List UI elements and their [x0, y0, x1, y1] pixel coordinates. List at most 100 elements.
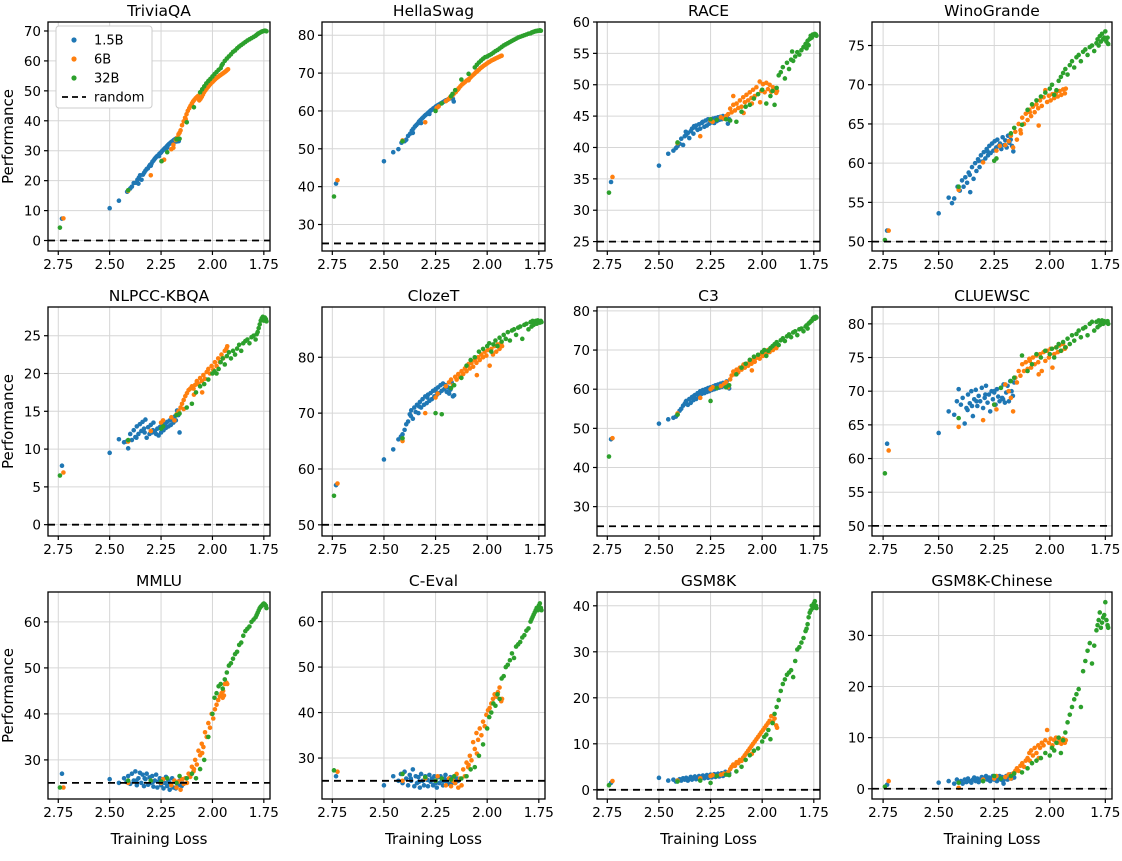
subplot-title: NLPCC-KBQA — [109, 287, 210, 305]
ytick-label: 50 — [848, 519, 865, 535]
ytick-label: 70 — [848, 384, 865, 400]
ytick-label: 60 — [848, 156, 865, 172]
subplot-title: GSM8K — [681, 572, 737, 590]
subplot-title: MMLU — [136, 572, 182, 590]
xtick-label: 2.75 — [868, 805, 898, 821]
xtick-label: 2.50 — [644, 805, 674, 821]
axes-spine — [871, 306, 1113, 537]
ytick-label: 25 — [24, 329, 41, 345]
xtick-label: 1.75 — [799, 257, 829, 273]
ytick-label: 50 — [298, 518, 315, 534]
subplot-winogrande: 50 55 60 65 70 75 2.75 2.50 2.25 2.00 1.75 WinoGran… — [848, 2, 1121, 273]
ytick-label: 20 — [848, 680, 865, 696]
ytick-label: 50 — [24, 84, 41, 100]
subplot-hellaswag: 30 40 50 60 70 80 2.75 2.50 2.25 2.00 1.75 HellaSwa… — [298, 2, 554, 273]
xtick-label: 2.50 — [369, 257, 399, 273]
ytick-label: 40 — [573, 460, 590, 476]
xtick-label: 2.50 — [95, 542, 125, 558]
ytick-label: 80 — [298, 350, 315, 366]
legend-label: random — [94, 91, 144, 106]
xtick-label: 2.50 — [95, 805, 125, 821]
y-axis-label: Performance — [0, 89, 17, 184]
ytick-label: 70 — [573, 343, 590, 359]
ytick-label: 10 — [24, 442, 41, 458]
xtick-label: 1.75 — [524, 542, 554, 558]
axes-spine — [596, 306, 821, 537]
series-32B — [331, 601, 544, 784]
xtick-label: 2.75 — [592, 542, 622, 558]
ytick-label: 70 — [298, 406, 315, 422]
subplot-title: HellaSwag — [393, 2, 474, 20]
ytick-label: 0 — [32, 518, 41, 534]
ytick-label: 65 — [848, 117, 865, 133]
series-32B — [606, 598, 819, 788]
xtick-label: 2.25 — [696, 542, 726, 558]
plot-area — [597, 22, 820, 251]
ytick-label: 30 — [24, 753, 41, 769]
ytick-label: 60 — [848, 452, 865, 468]
plot-area — [322, 592, 545, 799]
ytick-label: 60 — [573, 382, 590, 398]
series-32B — [57, 28, 269, 230]
ytick-label: 60 — [24, 54, 41, 70]
axes-spine — [47, 21, 271, 252]
xtick-label: 1.75 — [799, 542, 829, 558]
ytick-label: 50 — [24, 661, 41, 677]
legend-marker-dot — [71, 75, 77, 81]
subplot-title: C3 — [698, 287, 719, 305]
xtick-label: 2.75 — [868, 542, 898, 558]
ytick-label: 45 — [573, 109, 590, 125]
xtick-label: 2.50 — [644, 257, 674, 273]
ytick-label: 60 — [573, 15, 590, 31]
ytick-label: 75 — [848, 39, 865, 55]
subplot-gsm8k: 0 10 20 30 40 2.75 2.50 2.25 2.00 1.75 GSM8K Traini… — [573, 572, 829, 848]
panel-c3: 30 40 50 60 70 80 2.75 2.50 2.25 2.00 1.75 C3 — [555, 285, 830, 570]
ytick-label: 80 — [848, 317, 865, 333]
xtick-label: 1.75 — [1090, 805, 1120, 821]
panel-mmlu: 30 40 50 60 2.75 2.50 2.25 2.00 1.75 MMLU Performa… — [0, 570, 280, 861]
xtick-label: 2.25 — [146, 542, 176, 558]
xtick-label: 2.50 — [369, 542, 399, 558]
series-6B — [335, 53, 504, 183]
xtick-label: 2.00 — [472, 542, 502, 558]
subplot-title: ClozeT — [408, 287, 460, 305]
axes-spine — [47, 306, 271, 537]
xtick-label: 2.50 — [369, 805, 399, 821]
ytick-label: 10 — [573, 737, 590, 753]
panel-winogrande: 50 55 60 65 70 75 2.75 2.50 2.25 2.00 1.75 WinoGran… — [830, 0, 1122, 285]
xtick-label: 2.00 — [197, 542, 227, 558]
ytick-label: 40 — [24, 114, 41, 130]
panel-gsm8k-chinese: 0 10 20 30 2.75 2.50 2.25 2.00 1.75 GSM8K-Chinese… — [830, 570, 1122, 861]
series-6B — [61, 680, 230, 793]
axes-spine — [47, 591, 271, 800]
xtick-label: 2.00 — [472, 257, 502, 273]
xtick-label: 2.00 — [1035, 257, 1065, 273]
ytick-label: 10 — [848, 731, 865, 747]
plot-area — [322, 22, 545, 251]
xtick-label: 2.25 — [979, 542, 1009, 558]
ytick-label: 20 — [24, 367, 41, 383]
panel-race: 25 30 35 40 45 50 55 60 2.75 2.50 2.25 2.00 1.75 RACE — [555, 0, 830, 285]
panel-nlpcc-kbqa: 0 5 10 15 20 25 2.75 2.50 2.25 2.00 1.75 NLPCC-KBQA… — [0, 285, 280, 570]
ytick-label: 60 — [298, 615, 315, 631]
panel-c-eval: 30 40 50 60 2.75 2.50 2.25 2.00 1.75 C-Eval Traini… — [280, 570, 555, 861]
legend-marker-dot — [71, 37, 77, 43]
series-32B — [331, 28, 544, 199]
xtick-label: 2.25 — [421, 542, 451, 558]
ytick-label: 40 — [573, 599, 590, 615]
xtick-label: 2.75 — [43, 805, 73, 821]
xtick-label: 1.75 — [249, 257, 279, 273]
ytick-label: 70 — [24, 24, 41, 40]
ytick-label: 60 — [24, 615, 41, 631]
ytick-label: 30 — [573, 203, 590, 219]
axes-spine — [321, 21, 546, 252]
panel-gsm8k: 0 10 20 30 40 2.75 2.50 2.25 2.00 1.75 GSM8K Traini… — [555, 570, 830, 861]
ytick-label: 55 — [848, 195, 865, 211]
series-32B — [57, 314, 269, 478]
plot-area — [322, 307, 545, 536]
legend: 1.5B 6B 32B random — [55, 25, 153, 109]
ytick-label: 30 — [848, 628, 865, 644]
ytick-label: 80 — [573, 304, 590, 320]
xtick-label: 2.00 — [197, 257, 227, 273]
xtick-label: 2.00 — [197, 805, 227, 821]
